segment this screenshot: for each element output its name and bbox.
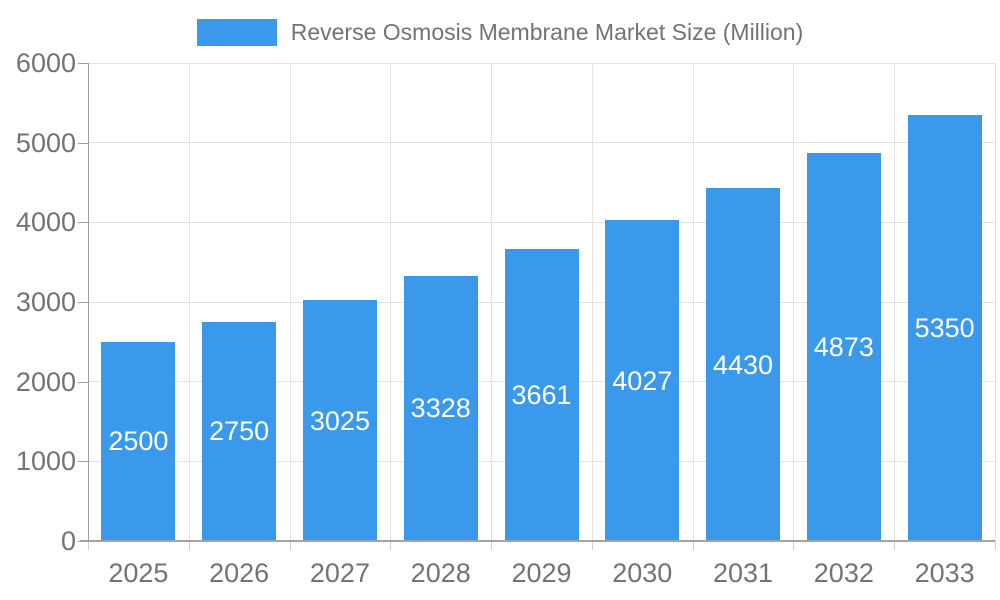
bar[interactable]: 5350 xyxy=(907,114,982,541)
bar[interactable]: 3328 xyxy=(403,275,478,541)
x-axis-tick xyxy=(491,541,492,550)
x-gridline xyxy=(893,63,895,541)
y-axis-tick-label: 2000 xyxy=(15,366,76,397)
bar[interactable]: 2500 xyxy=(101,341,176,541)
bar[interactable]: 3025 xyxy=(302,300,377,541)
plot-area: 2500 2750 3025 3328 3661 4027 4430 4873 5350 xyxy=(88,62,996,541)
x-axis-tick-label: 2025 xyxy=(108,558,169,588)
y-axis-tick xyxy=(78,142,88,144)
x-axis-tick xyxy=(88,541,89,550)
x-axis-tick xyxy=(592,541,593,550)
bar[interactable]: 4430 xyxy=(706,188,781,541)
bar[interactable]: 3661 xyxy=(504,249,579,541)
x-axis-tick-label: 2031 xyxy=(713,558,774,588)
y-gridline xyxy=(88,142,995,144)
x-axis-tick-label: 2028 xyxy=(410,558,471,588)
x-axis-tick xyxy=(189,541,190,550)
x-gridline xyxy=(591,63,593,541)
y-axis-tick-label: 0 xyxy=(60,526,76,556)
x-axis-tick-label: 2032 xyxy=(813,558,874,588)
legend-label: Reverse Osmosis Membrane Market Size (Mi… xyxy=(290,19,804,45)
y-axis-tick-label: 6000 xyxy=(15,48,76,78)
bar-value-label: 3328 xyxy=(410,393,471,424)
x-gridline xyxy=(490,63,492,541)
y-gridline xyxy=(88,62,995,64)
y-axis-tick xyxy=(78,302,88,303)
y-gridline xyxy=(88,221,995,223)
x-axis-tick xyxy=(693,541,694,550)
legend-color-swatch xyxy=(196,19,277,46)
x-axis-tick-label: 2029 xyxy=(511,558,572,588)
x-gridline xyxy=(792,63,794,541)
y-axis-tick xyxy=(78,63,88,64)
y-axis-tick-label: 1000 xyxy=(15,446,76,477)
x-axis-tick-label: 2033 xyxy=(914,558,975,588)
chart-legend-item[interactable]: Reverse Osmosis Membrane Market Size (Mi… xyxy=(0,19,1000,46)
bar-value-label: 4027 xyxy=(612,365,673,396)
x-gridline xyxy=(692,63,694,541)
x-axis-tick xyxy=(390,541,391,550)
bar-value-label: 3025 xyxy=(309,405,370,436)
bar-value-label: 2750 xyxy=(209,416,270,447)
x-axis-tick xyxy=(290,541,291,550)
bar-value-label: 5350 xyxy=(914,312,975,343)
bar-value-label: 4430 xyxy=(713,349,774,380)
bar[interactable]: 4873 xyxy=(806,152,881,541)
x-axis-tick xyxy=(995,541,996,550)
bar[interactable]: 2750 xyxy=(202,321,277,541)
x-gridline xyxy=(289,63,291,541)
x-axis-tick-label: 2026 xyxy=(209,558,270,588)
x-axis-tick xyxy=(793,541,794,550)
bar[interactable]: 4027 xyxy=(605,220,680,541)
x-axis-tick-label: 2030 xyxy=(612,558,673,588)
y-axis-tick-label: 4000 xyxy=(15,207,76,238)
x-gridline xyxy=(389,63,391,541)
bar-value-label: 4873 xyxy=(813,331,874,362)
y-axis-tick xyxy=(78,222,88,224)
x-gridline xyxy=(994,63,996,541)
x-axis-tick-label: 2027 xyxy=(309,558,370,588)
y-axis-tick xyxy=(78,461,88,463)
y-axis-line xyxy=(88,63,89,541)
x-axis-tick xyxy=(894,541,895,550)
y-axis-tick xyxy=(78,381,88,383)
x-axis-line xyxy=(80,540,995,542)
y-axis-tick-label: 3000 xyxy=(15,287,76,317)
y-axis-tick-label: 5000 xyxy=(15,127,76,158)
bar-value-label: 3661 xyxy=(511,380,572,411)
bar-value-label: 2500 xyxy=(108,426,169,457)
x-gridline xyxy=(188,63,190,541)
